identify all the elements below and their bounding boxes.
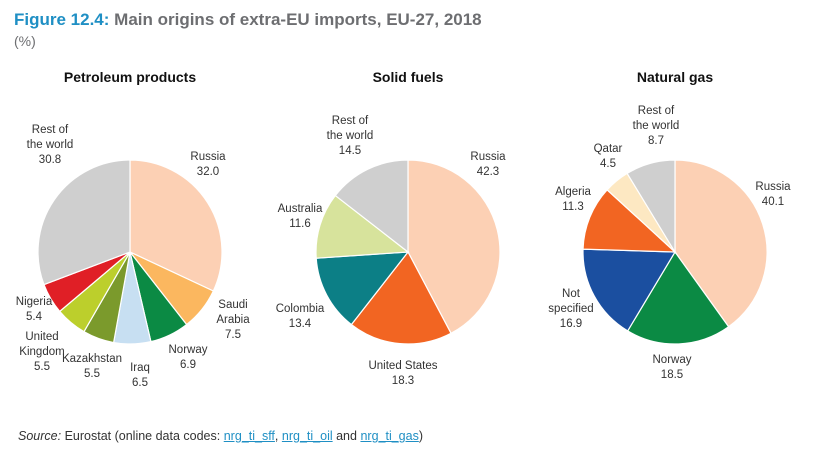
pie-title-solid-fuels: Solid fuels [373,69,444,85]
pie-slice-solid-fuels-russia [407,159,501,335]
slice-label-petroleum-products-kazakhstan: Kazakhstan 5.5 [62,353,122,380]
slice-value-natural-gas-not-specified: 16.9 [560,318,582,330]
slice-label-natural-gas-rest-of-the-world: Rest of the world 8.7 [633,105,680,147]
slice-label-natural-gas-not-specified: Not specified 16.9 [548,288,593,330]
pie-slice-solid-fuels-australia [315,194,410,259]
slice-value-natural-gas-rest-of-the-world: 8.7 [648,135,664,147]
pie-slice-natural-gas-russia [674,159,768,328]
pie-slice-natural-gas-rest-of-the-world [626,159,676,255]
slice-label-petroleum-products-nigeria: Nigeria 5.4 [16,296,53,323]
slice-label-petroleum-products-norway: Norway 6.9 [169,344,208,371]
slice-label-solid-fuels-colombia: Colombia 13.4 [276,303,325,330]
slice-value-solid-fuels-rest-of-the-world: 14.5 [339,145,361,157]
slice-label-natural-gas-qatar: Qatar 4.5 [594,143,623,170]
data-code-link-sff[interactable]: nrg_ti_sff [223,429,275,443]
slice-label-petroleum-products-iraq: Iraq 6.5 [130,362,150,389]
slice-label-petroleum-products-united-kingdom: United Kingdom 5.5 [19,331,64,373]
figure-number: Figure 12.4: [14,10,110,29]
slice-value-solid-fuels-russia: 42.3 [477,166,499,178]
slice-label-solid-fuels-united-states: United States 18.3 [368,360,437,387]
pie-slice-petroleum-products-russia [129,159,223,292]
slice-value-petroleum-products-saudi-arabia: 7.5 [225,329,241,341]
pie-slice-solid-fuels-rest-of-the-world [334,159,409,254]
pie-slice-natural-gas-algeria [582,189,677,253]
slice-value-petroleum-products-norway: 6.9 [180,359,196,371]
slice-label-natural-gas-russia: Russia 40.1 [755,181,791,208]
slice-value-petroleum-products-rest-of-the-world: 30.8 [39,154,61,166]
slice-value-solid-fuels-united-states: 18.3 [392,375,414,387]
pie-title-natural-gas: Natural gas [637,69,713,85]
slice-value-petroleum-products-united-kingdom: 5.5 [34,361,50,373]
slice-value-petroleum-products-nigeria: 5.4 [26,311,43,323]
pie-charts: Petroleum products Russia 32.0 Saudi Arabia 7… [16,69,791,389]
pie-slice-solid-fuels-united-states [350,250,452,345]
source-close: ) [418,429,423,443]
slice-label-petroleum-products-rest-of-the-world: Rest of the world 30.8 [27,124,74,166]
slice-value-petroleum-products-kazakhstan: 5.5 [84,368,100,380]
source-label: Source: [18,429,62,443]
data-code-link-gas[interactable]: nrg_ti_gas [360,429,419,443]
slice-value-natural-gas-russia: 40.1 [762,196,784,208]
pie-slice-solid-fuels-colombia [315,251,410,326]
pie-slice-natural-gas-norway [626,250,730,345]
slice-value-petroleum-products-iraq: 6.5 [132,377,148,389]
slice-value-natural-gas-qatar: 4.5 [600,158,616,170]
slice-value-petroleum-products-russia: 32.0 [197,166,219,178]
slice-value-natural-gas-norway: 18.5 [661,369,683,381]
slice-label-natural-gas-norway: Norway 18.5 [653,354,692,381]
source-note: Source: Eurostat (online data codes: nrg… [18,429,423,443]
pie-title-petroleum-products: Petroleum products [64,69,196,85]
slice-label-petroleum-products-saudi-arabia: Saudi Arabia 7.5 [216,299,250,341]
slice-label-petroleum-products-russia: Russia 32.0 [190,151,226,178]
figure-unit: (%) [14,33,36,49]
pie-slice-natural-gas-not-specified [582,248,677,332]
slice-label-natural-gas-algeria: Algeria 11.3 [555,186,591,213]
slice-label-solid-fuels-russia: Russia 42.3 [470,151,506,178]
slice-value-solid-fuels-colombia: 13.4 [289,318,312,330]
pie-slice-petroleum-products-rest-of-the-world [37,159,131,286]
figure-title: Figure 12.4: Main origins of extra-EU im… [14,10,482,30]
source-separator: , [274,429,279,443]
data-code-link-oil[interactable]: nrg_ti_oil [281,429,333,443]
slice-label-solid-fuels-rest-of-the-world: Rest of the world 14.5 [327,115,374,157]
slice-label-solid-fuels-australia: Australia 11.6 [278,203,323,230]
slice-value-natural-gas-algeria: 11.3 [562,201,584,213]
source-conjunction: and [336,429,357,443]
figure-title-text: Main origins of extra-EU imports, EU-27,… [114,10,482,29]
slice-value-solid-fuels-australia: 11.6 [289,218,311,230]
source-text: Eurostat (online data codes: [64,429,221,443]
